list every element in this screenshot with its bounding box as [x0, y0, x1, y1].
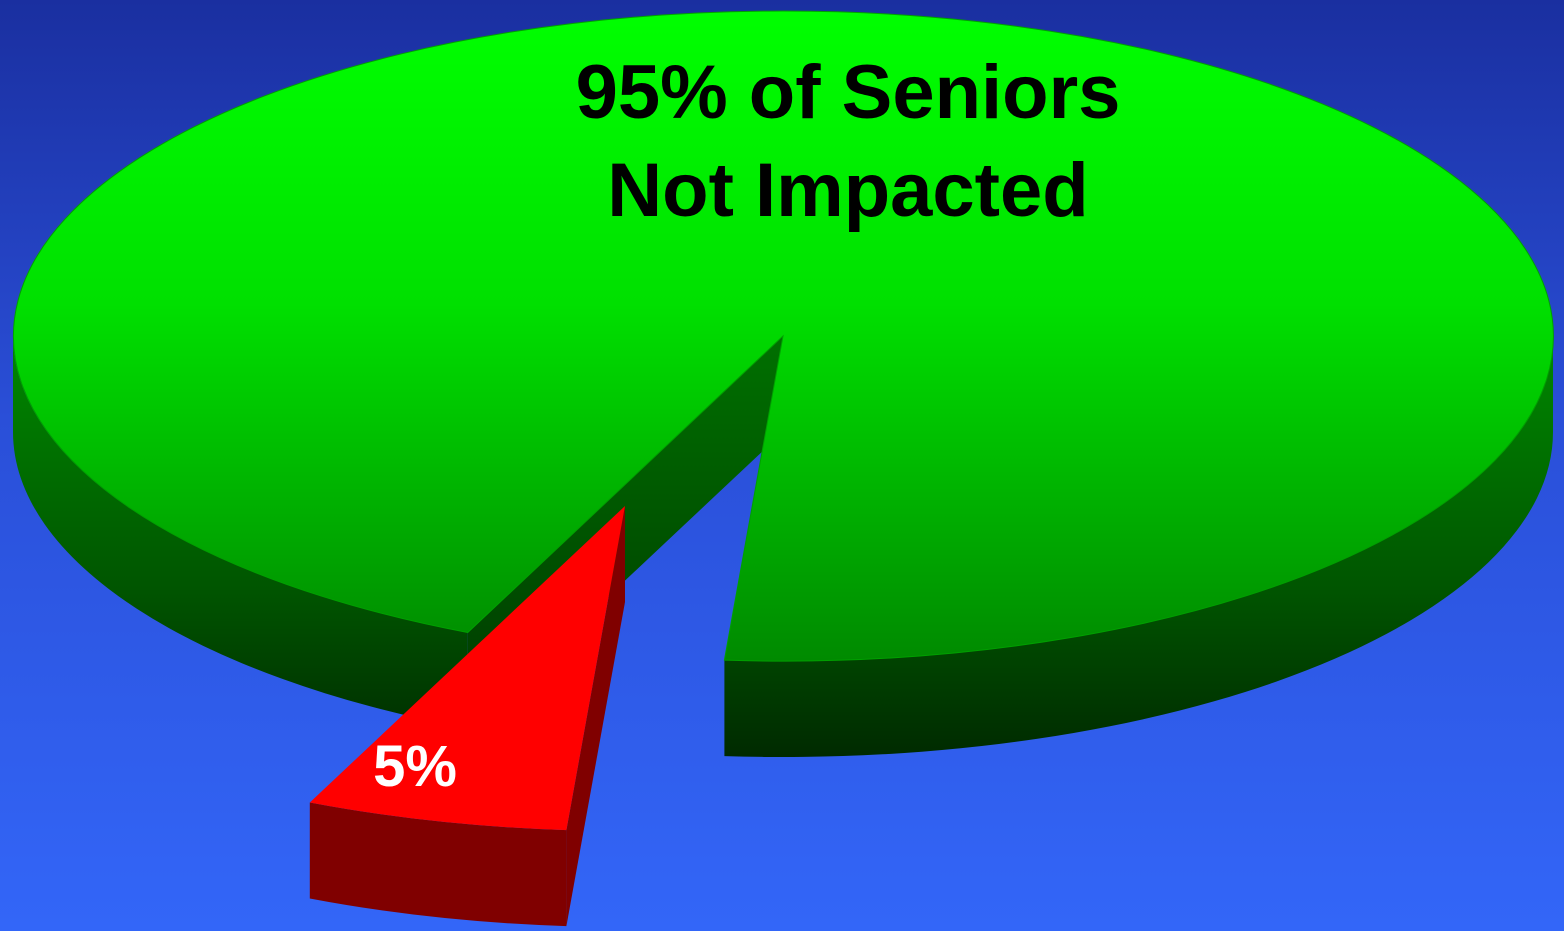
pie-slice-impacted-front — [309, 802, 567, 927]
pie-slice-not-impacted — [12, 10, 1554, 758]
slice-label-not-impacted-line2: Not Impacted — [607, 148, 1088, 233]
slice-label-not-impacted-line1: 95% of Seniors — [576, 50, 1121, 135]
pie-slice-impacted-top — [309, 506, 625, 831]
pie-slice-not-impacted-top — [12, 10, 1554, 662]
pie-slice-impacted — [309, 506, 625, 927]
pie-slice-impacted-side — [566, 506, 625, 927]
slice-label-impacted: 5% — [373, 734, 457, 799]
pie-slice-not-impacted-side — [13, 336, 1553, 758]
